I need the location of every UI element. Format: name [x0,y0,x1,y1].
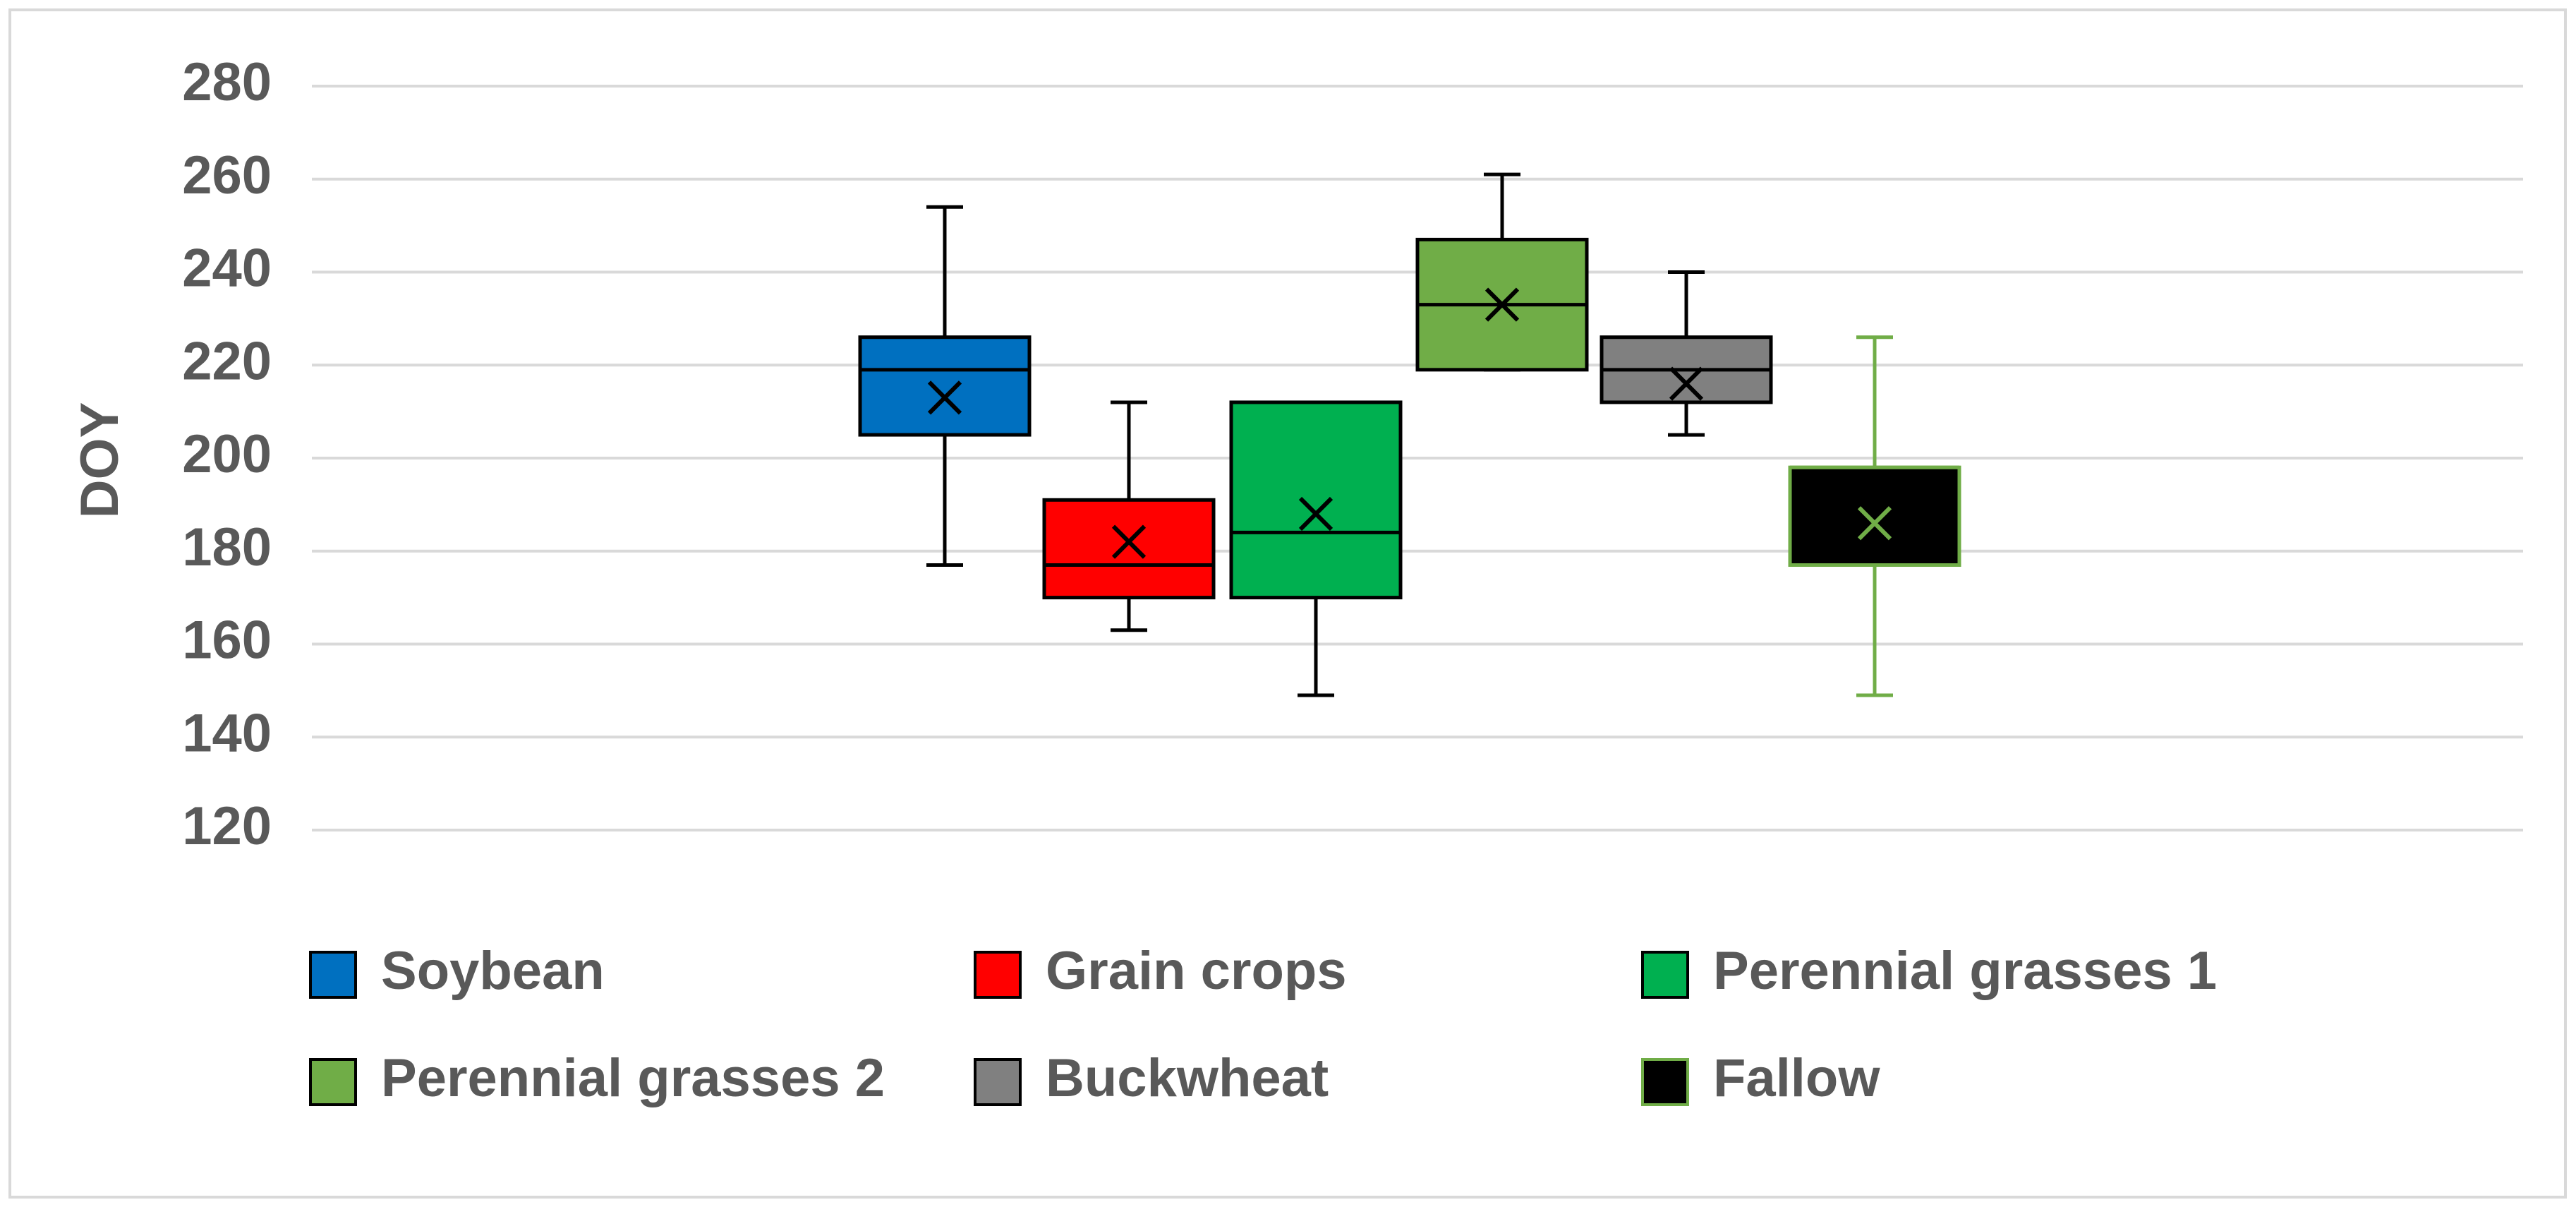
mean-marker [1111,524,1147,559]
legend-swatch [974,1058,1022,1106]
box-perennial-grasses-2 [1415,172,1589,372]
mean-marker [1669,366,1704,401]
legend-label: Grain crops [1046,941,1347,1001]
mean-marker [1484,287,1520,322]
box-buckwheat [1600,270,1773,437]
legend-item: Perennial grasses 1 [1641,941,2217,1001]
y-tick-label: 160 [182,611,272,671]
legend-swatch [1641,1058,1689,1106]
legend-swatch [309,951,357,999]
legend-label: Perennial grasses 1 [1713,941,2217,1001]
y-tick-label: 140 [182,703,272,763]
y-tick-label: 240 [182,239,272,299]
legend: Soybean Grain crops Perennial grasses 1 Per… [309,941,2217,1108]
box-iqr [1042,498,1216,600]
box-iqr [1229,400,1403,600]
mean-marker [927,380,962,415]
legend-swatch [309,1058,357,1106]
box-perennial-grasses-1 [1229,400,1403,697]
box-iqr [858,335,1032,437]
legend-item: Buckwheat [974,1048,1329,1108]
legend-item: Perennial grasses 2 [309,1048,885,1108]
legend-label: Perennial grasses 2 [381,1048,885,1108]
chart-border [8,8,2567,1199]
y-tick-label: 220 [182,331,272,391]
legend-swatch [974,951,1022,999]
box-grain-crops [1042,400,1216,632]
legend-swatch [1641,951,1689,999]
y-axis-title: DOY [70,402,130,519]
mean-marker [1857,506,1892,541]
legend-item: Soybean [309,941,605,1001]
y-tick-label: 260 [182,145,272,205]
y-tick-label: 280 [182,52,272,112]
legend-label: Soybean [381,941,605,1001]
y-tick-label: 120 [182,796,272,856]
legend-item: Grain crops [974,941,1347,1001]
y-axis-tick-labels: 120 140 160 180 200 220 240 260 280 [182,52,272,856]
legend-label: Fallow [1713,1048,1880,1108]
y-tick-label: 200 [182,424,272,484]
legend-label: Buckwheat [1046,1048,1329,1108]
box-fallow [1788,335,1961,697]
mean-marker [1298,496,1334,532]
box-plot-series [858,172,1961,697]
box-iqr [1788,465,1961,568]
y-tick-label: 180 [182,517,272,577]
legend-item: Fallow [1641,1048,1880,1108]
box-soybean [858,205,1032,568]
